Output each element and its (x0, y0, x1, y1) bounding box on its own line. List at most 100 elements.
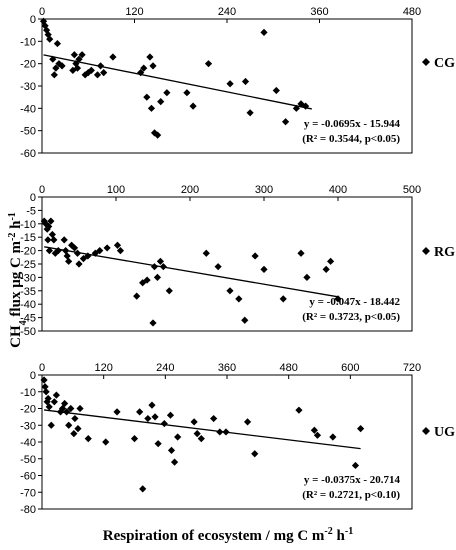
regression-equation: y = -0.0375x - 20.714 (304, 474, 401, 486)
data-point (52, 64, 60, 72)
y-tick-label: -25 (20, 259, 36, 271)
data-point (210, 414, 218, 423)
x-tick-label: 240 (218, 6, 236, 18)
data-point (241, 77, 250, 86)
data-point (84, 435, 92, 443)
data-point (63, 408, 71, 416)
data-point (56, 408, 65, 416)
data-point (65, 421, 73, 429)
data-point (48, 230, 56, 239)
x-tick-label: 500 (403, 184, 421, 196)
y-tick-label: 0 (30, 370, 36, 382)
data-point (148, 401, 156, 409)
y-tick-label: -30 (20, 420, 36, 432)
y-tick-label: -45 (20, 313, 36, 325)
data-point (193, 430, 201, 438)
data-point (44, 394, 52, 403)
y-tick-label: -40 (20, 437, 36, 449)
data-point (204, 60, 213, 68)
data-point (327, 257, 335, 265)
data-point (226, 287, 234, 295)
x-axis-label-exp2: -1 (344, 526, 354, 537)
data-point (116, 247, 125, 255)
data-point (71, 414, 79, 423)
data-point (235, 295, 243, 303)
data-point (87, 66, 95, 74)
data-point (58, 62, 66, 70)
data-point (226, 80, 234, 88)
data-point (60, 236, 68, 244)
x-tick-label: 240 (156, 362, 174, 374)
data-point (100, 69, 108, 77)
data-point (61, 399, 69, 408)
data-point (222, 428, 230, 436)
x-axis-label: Respiration of ecosystem / mg C m-2 h-1 (0, 526, 456, 545)
regression-equation: y = -0.047x - 18.442 (309, 296, 400, 308)
data-point (156, 257, 164, 265)
data-point (260, 28, 268, 36)
data-point (62, 247, 70, 255)
data-point (74, 425, 82, 433)
data-point (40, 376, 48, 384)
data-point (310, 426, 318, 434)
data-point (160, 419, 168, 428)
regression-stats: (R² = 0.3544, p<0.05) (302, 133, 400, 145)
data-point (139, 485, 147, 493)
data-point (45, 222, 53, 231)
data-point (165, 287, 173, 295)
data-point (146, 53, 154, 61)
data-point (46, 35, 54, 43)
legend-marker (422, 427, 430, 435)
data-point (281, 118, 290, 126)
data-point (154, 131, 162, 139)
data-point (174, 433, 182, 441)
data-point (42, 388, 50, 396)
x-tick-label: 0 (39, 6, 45, 18)
data-point (246, 109, 254, 117)
data-point (139, 279, 147, 287)
data-point (167, 446, 176, 454)
data-point (322, 265, 330, 273)
data-point (45, 403, 53, 411)
data-point (357, 425, 365, 433)
y-axis-label: CH4 flux μg C m-2 h-1 (7, 212, 29, 348)
data-point (157, 98, 165, 106)
data-point (84, 252, 92, 260)
data-point (96, 62, 105, 70)
data-point (70, 51, 78, 59)
data-point (243, 418, 252, 426)
data-point (351, 461, 360, 470)
data-point (109, 53, 117, 61)
data-point (53, 39, 62, 48)
data-point (73, 249, 82, 257)
data-point (329, 433, 337, 441)
y-tick-label: -50 (20, 326, 36, 338)
data-point (143, 93, 151, 101)
data-point (190, 418, 198, 426)
data-point (260, 265, 268, 273)
x-tick-label: 720 (403, 362, 421, 374)
y-tick-label: -20 (20, 246, 36, 258)
data-point (313, 431, 322, 439)
data-point (251, 450, 259, 458)
y-tick-label: -35 (20, 286, 36, 298)
y-tick-label: 0 (30, 192, 36, 204)
x-axis-label-mid: h (332, 528, 345, 544)
data-point (47, 421, 55, 429)
data-point (67, 404, 75, 413)
data-point (75, 260, 83, 268)
x-tick-label: 120 (125, 6, 143, 18)
legend-marker (422, 58, 430, 66)
data-point (113, 408, 121, 416)
y-axis-label-text: CH4 flux μg C m-2 h-1 (7, 212, 29, 348)
data-point (47, 217, 55, 225)
data-point (292, 104, 300, 112)
x-tick-label: 0 (39, 184, 45, 196)
trend-line (43, 54, 312, 110)
data-point (147, 104, 156, 112)
data-point (65, 257, 73, 265)
y-tick-label: -10 (20, 36, 36, 48)
x-tick-label: 360 (218, 362, 236, 374)
data-point (50, 398, 58, 406)
regression-stats: (R² = 0.2721, p<0.10) (302, 489, 400, 501)
